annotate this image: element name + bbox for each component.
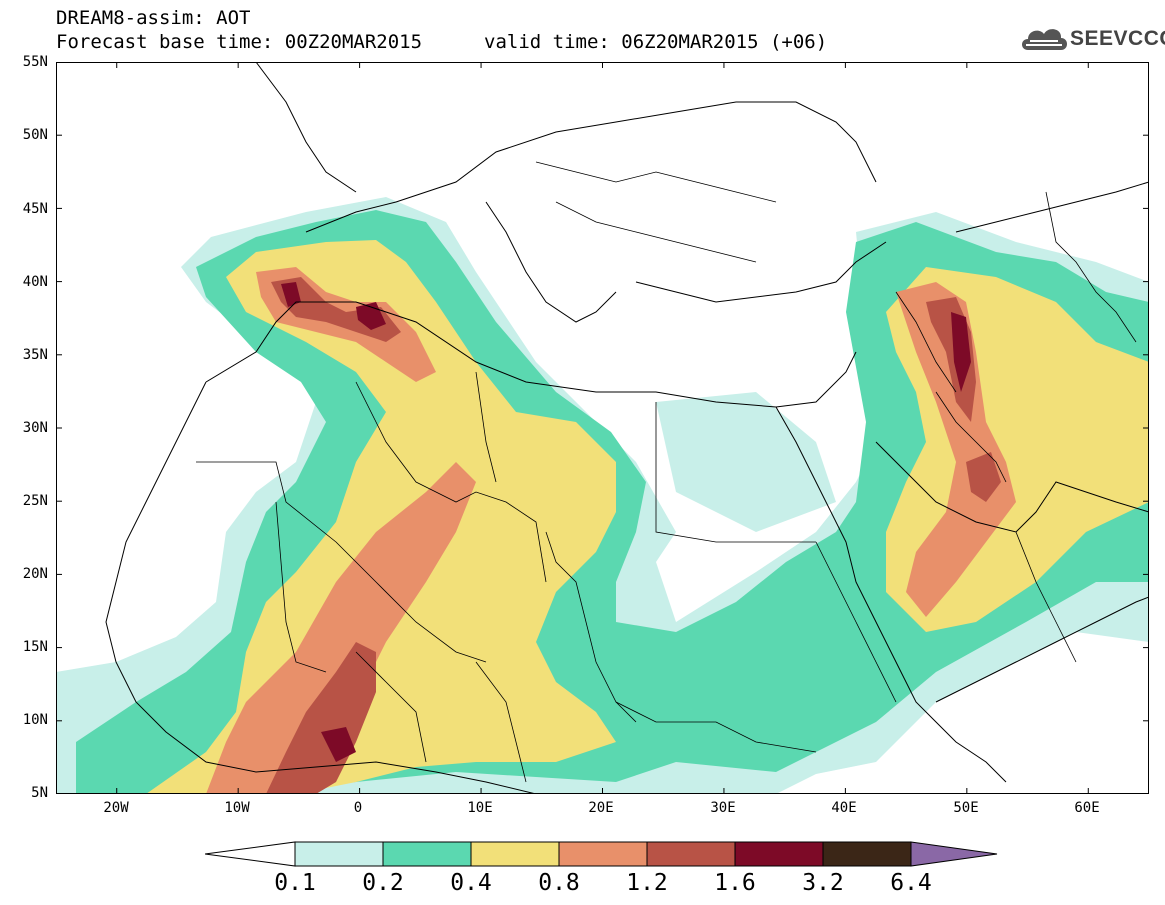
colorbar-bin xyxy=(822,841,912,867)
cloud-icon xyxy=(1022,29,1067,50)
coastline xyxy=(935,596,1149,703)
colorbar-bin xyxy=(294,841,384,867)
seevccc-logo: SEEVCCC xyxy=(1018,22,1165,56)
coastline xyxy=(205,301,857,408)
country-border xyxy=(895,291,957,393)
aot-contours xyxy=(56,197,1149,794)
lon-label: 50E xyxy=(953,800,979,816)
colorbar-bin xyxy=(470,841,560,867)
coastline xyxy=(635,241,887,303)
colorbar-bin xyxy=(382,841,472,867)
coastline xyxy=(955,181,1149,233)
aot-layer-1.6 xyxy=(321,727,356,762)
aot-map xyxy=(56,62,1149,794)
colorbar-label: 0.1 xyxy=(274,870,316,896)
lat-label: 10N xyxy=(22,712,48,728)
aot-layer-0.4 xyxy=(146,240,616,794)
borders xyxy=(196,161,1137,783)
coastlines xyxy=(105,62,1149,794)
country-border xyxy=(196,461,487,663)
colorbar-label: 0.2 xyxy=(362,870,404,896)
aot-layer-1.6 xyxy=(951,312,971,392)
lat-label: 35N xyxy=(22,347,48,363)
coastline xyxy=(485,201,617,323)
lat-label: 30N xyxy=(22,420,48,436)
country-border xyxy=(535,161,777,203)
lat-label: 20N xyxy=(22,566,48,582)
country-border xyxy=(545,531,637,723)
colorbar-label: 6.4 xyxy=(890,870,932,896)
coastline xyxy=(105,381,537,794)
chart-title: DREAM8-assim: AOT xyxy=(56,7,251,29)
country-border xyxy=(1045,191,1137,343)
lat-label: 40N xyxy=(22,274,48,290)
aot-layer-1.2 xyxy=(966,452,1001,502)
coastline xyxy=(875,441,1149,533)
colorbar-label: 0.8 xyxy=(538,870,580,896)
lat-label: 5N xyxy=(31,785,48,801)
country-border xyxy=(355,381,547,583)
colorbar-bin xyxy=(646,841,736,867)
aot-layer-1.2 xyxy=(266,642,376,794)
colorbar-bin xyxy=(734,841,824,867)
aot-layer-0.8 xyxy=(896,282,1016,617)
aot-layer-0.1 xyxy=(656,392,836,532)
country-border xyxy=(615,701,817,753)
country-border xyxy=(655,402,816,543)
colorbar xyxy=(205,841,998,867)
lon-label: 40E xyxy=(831,800,857,816)
colorbar-label: 1.2 xyxy=(626,870,668,896)
aot-layer-1.6 xyxy=(281,282,301,307)
logo-text: SEEVCCC xyxy=(1070,27,1165,50)
lon-label: 10E xyxy=(467,800,493,816)
lon-label: 30E xyxy=(710,800,736,816)
colorbar-label: 0.4 xyxy=(450,870,492,896)
country-border xyxy=(275,501,327,673)
country-border xyxy=(475,661,527,783)
coastline xyxy=(305,101,877,233)
colorbar-label: 3.2 xyxy=(802,870,844,896)
lat-label: 50N xyxy=(22,127,48,143)
lat-label: 25N xyxy=(22,493,48,509)
aot-layer-0.8 xyxy=(206,462,476,794)
lon-label: 20E xyxy=(588,800,614,816)
lat-label: 15N xyxy=(22,639,48,655)
colorbar-below-triangle xyxy=(205,841,296,867)
colorbar-label: 1.6 xyxy=(714,870,756,896)
base-time: Forecast base time: 00Z20MAR2015 xyxy=(56,31,423,53)
axis-ticks xyxy=(56,62,1149,794)
coastline xyxy=(775,406,1007,783)
colorbar-above-triangle xyxy=(910,841,998,867)
lon-label: 0 xyxy=(353,800,363,816)
colorbar-bin xyxy=(558,841,648,867)
country-border xyxy=(815,541,897,703)
country-border xyxy=(555,201,757,263)
coastline xyxy=(255,62,357,193)
lon-label: 10W xyxy=(224,800,250,816)
country-border xyxy=(1015,531,1077,663)
lat-label: 45N xyxy=(22,201,48,217)
lon-label: 20W xyxy=(103,800,129,816)
country-border xyxy=(475,371,497,483)
country-border xyxy=(935,391,1007,483)
country-border xyxy=(355,651,427,763)
lon-label: 60E xyxy=(1074,800,1100,816)
lat-label: 55N xyxy=(22,54,48,70)
valid-time: valid time: 06Z20MAR2015 (+06) xyxy=(484,31,828,53)
